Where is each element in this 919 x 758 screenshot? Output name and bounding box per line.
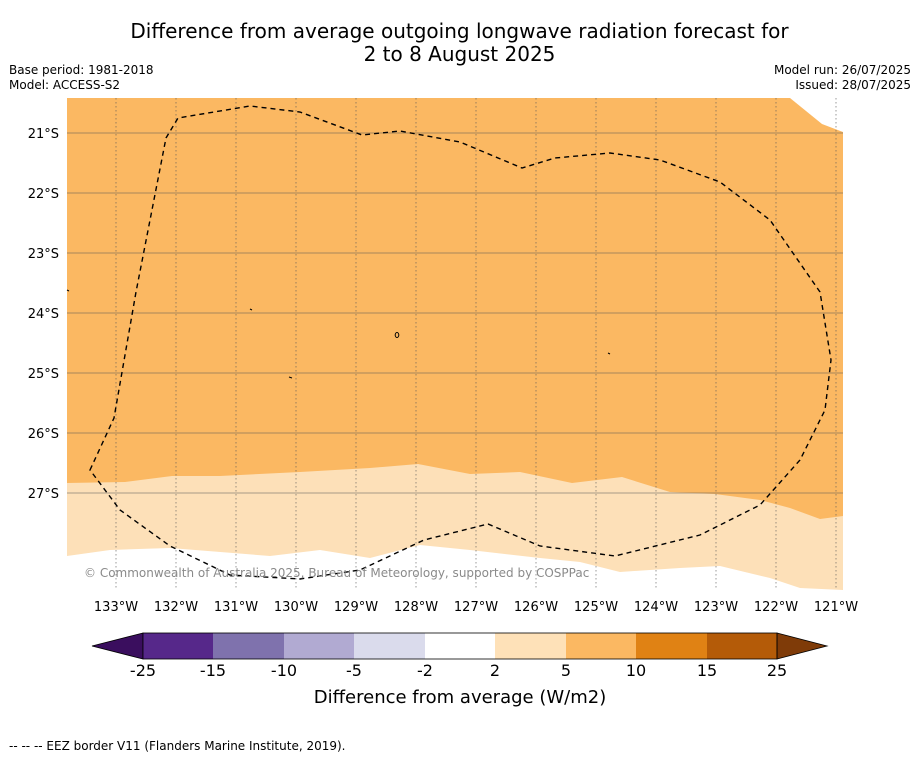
band-5-to-10	[67, 98, 843, 519]
lon-label-126: 126°W	[514, 600, 558, 615]
map-plot-area	[67, 98, 843, 590]
colorbar-tick: 10	[626, 661, 646, 680]
lat-label-25: 25°S	[28, 367, 59, 382]
lat-label-24: 24°S	[28, 307, 59, 322]
lat-label-23: 23°S	[28, 247, 59, 262]
colorbar-tick: 25	[767, 661, 787, 680]
base-period-text: Base period: 1981-2018	[9, 63, 154, 77]
lon-label-124: 124°W	[634, 600, 678, 615]
map-title-line2: 2 to 8 August 2025	[363, 42, 556, 66]
colorbar-extend-low	[91, 632, 144, 660]
lat-label-22: 22°S	[28, 187, 59, 202]
colorbar-tick: -15	[200, 661, 226, 680]
band-neg2-to-2	[67, 545, 843, 590]
map-title-line1: Difference from average outgoing longwav…	[130, 19, 789, 43]
lat-label-26: 26°S	[28, 427, 59, 442]
copyright-text: © Commonwealth of Australia 2025, Bureau…	[84, 566, 589, 580]
lon-label-125: 125°W	[574, 600, 618, 615]
lon-label-127: 127°W	[454, 600, 498, 615]
lon-label-133: 133°W	[94, 600, 138, 615]
lon-label-122: 122°W	[754, 600, 798, 615]
colorbar-seg-6	[495, 633, 566, 659]
colorbar-tick: 2	[490, 661, 500, 680]
lat-label-21: 21°S	[28, 127, 59, 142]
colorbar	[91, 632, 829, 660]
model-run-text: Model run: 26/07/2025	[773, 63, 911, 77]
lat-label-27: 27°S	[28, 487, 59, 502]
lon-label-131: 131°W	[214, 600, 258, 615]
lon-label-132: 132°W	[154, 600, 198, 615]
lon-label-128: 128°W	[394, 600, 438, 615]
island-markers	[66, 289, 611, 379]
issued-text: Issued: 28/07/2025	[795, 78, 911, 92]
colorbar-tick: -5	[346, 661, 362, 680]
colorbar-seg-4	[354, 633, 425, 659]
colorbar-tick: -2	[417, 661, 433, 680]
colorbar-seg-9	[707, 633, 778, 659]
graticule	[67, 98, 843, 590]
lon-label-123: 123°W	[694, 600, 738, 615]
colorbar-seg-2	[213, 633, 284, 659]
colorbar-tick: 5	[561, 661, 571, 680]
colorbar-seg-3	[284, 633, 355, 659]
colorbar-tick: -25	[130, 661, 156, 680]
eez-border	[89, 105, 832, 580]
model-text: Model: ACCESS-S2	[9, 78, 121, 92]
colorbar-extend-high	[776, 632, 829, 660]
colorbar-tick: -10	[271, 661, 297, 680]
colorbar-label: Difference from average (W/m2)	[314, 687, 606, 708]
lon-label-129: 129°W	[334, 600, 378, 615]
colorbar-seg-7	[566, 633, 637, 659]
lon-label-130: 130°W	[274, 600, 318, 615]
colorbar-seg-1	[143, 633, 214, 659]
colorbar-seg-5	[425, 633, 496, 659]
colorbar-seg-8	[636, 633, 707, 659]
eez-legend-text: -- -- -- EEZ border V11 (Flanders Marine…	[9, 739, 346, 753]
lon-label-121: 121°W	[814, 600, 858, 615]
colorbar-tick: 15	[697, 661, 717, 680]
band-neg2-to-2-corner	[790, 98, 843, 132]
